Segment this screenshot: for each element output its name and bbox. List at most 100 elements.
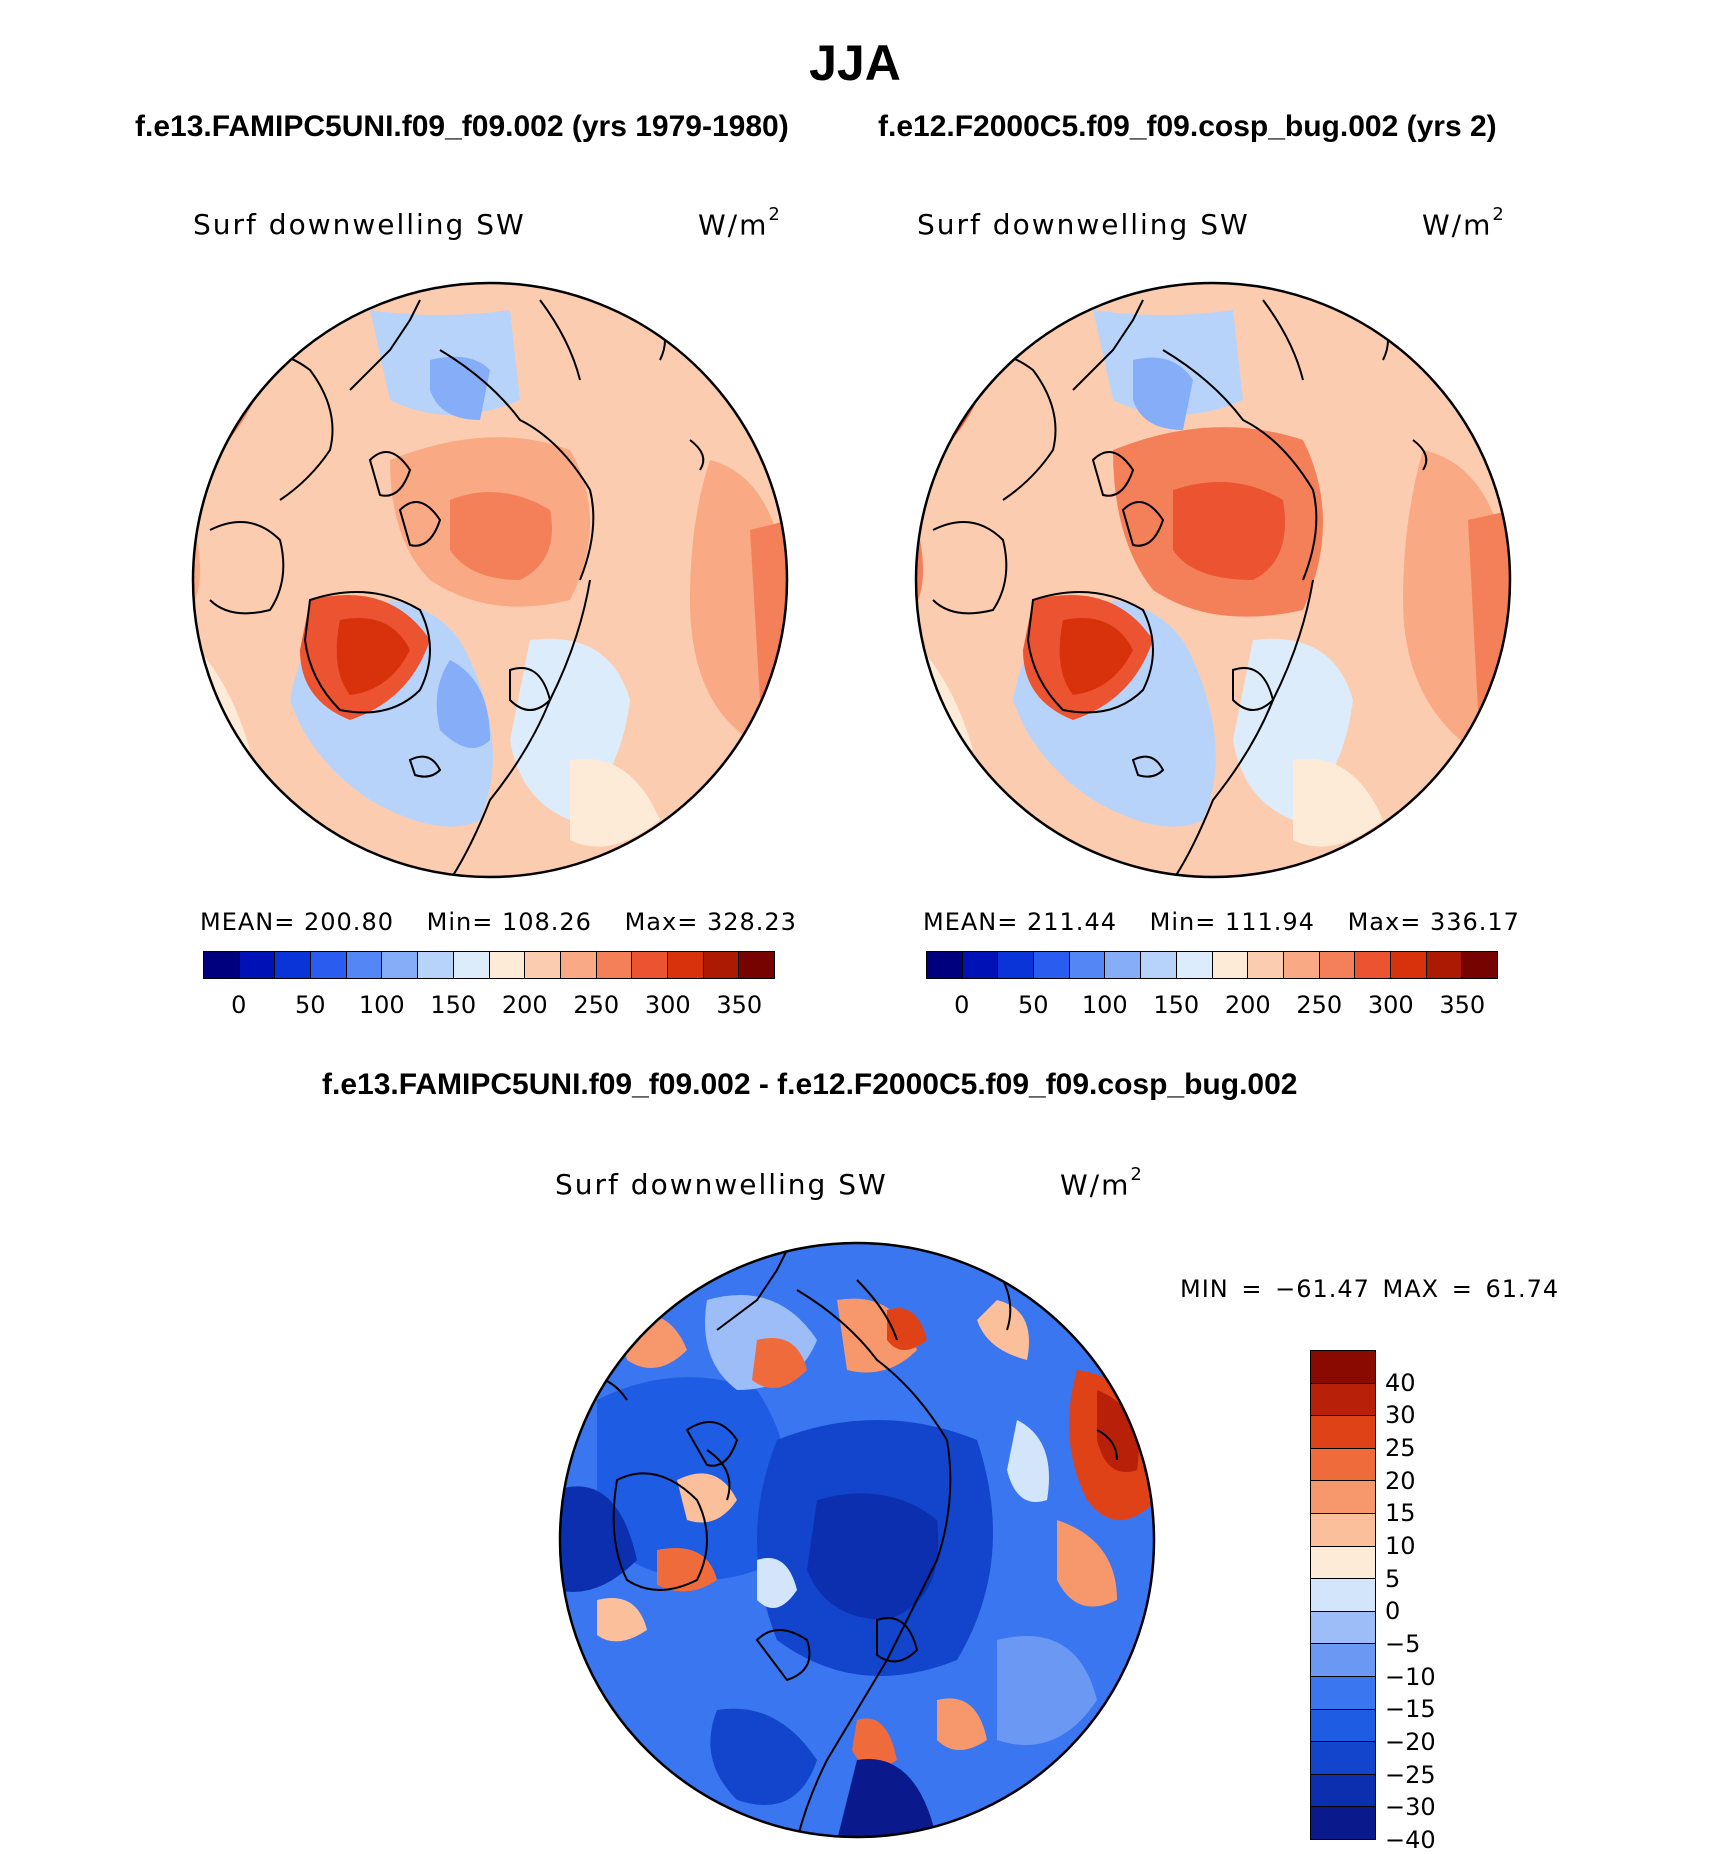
panel2-colorbar-tick-label: 300 (1367, 991, 1414, 1019)
panel3-colorbar-swatch (1311, 1416, 1375, 1449)
panel1-colorbar-swatch (739, 952, 774, 978)
panel3-colorbar-tick-label: −5 (1385, 1630, 1421, 1658)
panel1-colorbar-swatch (453, 952, 490, 978)
panel3-colorbar-tick-label: 30 (1385, 1401, 1416, 1430)
panel2-max: Max= 336.17 (1347, 908, 1520, 936)
panel3-colorbar-tick-label: −25 (1385, 1760, 1436, 1789)
panel3-colorbar (1310, 1350, 1376, 1840)
difference-title: f.e13.FAMIPC5UNI.f09_f09.002 - f.e12.F20… (322, 1068, 1298, 1101)
panel3-colorbar-tick-label: 25 (1385, 1434, 1416, 1462)
panel2-colorbar-tick-label: 350 (1439, 991, 1486, 1019)
panel2-colorbar-tick-label: 50 (1017, 991, 1049, 1019)
panel3-colorbar-tick-label: 0 (1385, 1597, 1401, 1626)
case2-title: f.e12.F2000C5.f09_f09.cosp_bug.002 (yrs … (878, 110, 1497, 143)
panel2-colorbar-tick-label: 150 (1153, 991, 1200, 1019)
panel2-colorbar-tick-label: 250 (1296, 991, 1343, 1019)
panel3-colorbar-tick-label: 10 (1385, 1532, 1416, 1560)
panel1-colorbar-tick-label: 0 (231, 991, 247, 1019)
panel2-colorbar-swatch (1319, 952, 1356, 978)
panel2-stats: MEAN= 211.44 Min= 111.94 Max= 336.17 (923, 908, 1544, 936)
panel2-mean: MEAN= 211.44 (923, 908, 1117, 936)
panel2-colorbar-swatch (998, 952, 1035, 978)
panel2-colorbar-swatch (1462, 952, 1497, 978)
case1-title: f.e13.FAMIPC5UNI.f09_f09.002 (yrs 1979-1… (135, 110, 789, 143)
panel2-colorbar-swatch (927, 952, 963, 978)
panel1-colorbar-swatch (596, 952, 633, 978)
panel2-colorbar-swatch (962, 952, 999, 978)
panel1-map (191, 281, 789, 879)
panel3-colorbar-tick-label: 20 (1385, 1466, 1416, 1495)
panel2-colorbar-swatch (1105, 952, 1142, 978)
panel1-colorbar-tick-label: 300 (644, 991, 691, 1019)
panel3-colorbar-swatch (1311, 1774, 1375, 1808)
panel3-colorbar-swatch (1311, 1579, 1375, 1612)
panel3-colorbar-swatch (1311, 1448, 1375, 1482)
panel1-colorbar (203, 951, 775, 979)
panel3-minmax: MIN = −61.47 MAX = 61.74 (1180, 1275, 1560, 1303)
panel1-colorbar-swatch (382, 952, 419, 978)
panel1-colorbar-tick-label: 150 (430, 991, 477, 1019)
panel2-colorbar-swatch (1390, 952, 1427, 978)
panel2-colorbar-swatch (1212, 952, 1249, 978)
panel3-colorbar-swatch (1311, 1611, 1375, 1645)
panel3-colorbar-swatch (1311, 1807, 1375, 1839)
panel3-colorbar-swatch (1311, 1383, 1375, 1417)
panel1-units: W/m2 (698, 204, 782, 242)
panel3-colorbar-swatch (1311, 1676, 1375, 1710)
panel2-variable-label: Surf downwelling SW (917, 208, 1250, 241)
panel1-mean: MEAN= 200.80 (200, 908, 394, 936)
panel1-colorbar-swatch (418, 952, 454, 978)
panel2-units: W/m2 (1422, 204, 1506, 242)
panel3-colorbar-swatch (1311, 1742, 1375, 1775)
panel3-units: W/m2 (1060, 1164, 1144, 1202)
panel1-colorbar-tick-label: 200 (501, 991, 548, 1019)
panel1-variable-label: Surf downwelling SW (193, 208, 526, 241)
panel3-colorbar-tick-label: 5 (1385, 1564, 1401, 1593)
panel2-colorbar-tick-label: 0 (954, 991, 970, 1019)
panel3-colorbar-tick-label: −40 (1385, 1826, 1436, 1854)
panel1-colorbar-swatch (204, 952, 240, 978)
panel2-min: Min= 111.94 (1149, 908, 1315, 936)
panel2-colorbar-swatch (1355, 952, 1391, 978)
panel3-difference-map (558, 1241, 1156, 1839)
panel1-colorbar-swatch (239, 952, 276, 978)
panel2-colorbar-swatch (1034, 952, 1070, 978)
panel2-colorbar-swatch (1176, 952, 1213, 978)
panel3-colorbar-tick-label: −30 (1385, 1793, 1436, 1822)
panel3-colorbar-tick-label: 15 (1385, 1499, 1416, 1528)
panel1-min: Min= 108.26 (426, 908, 592, 936)
panel1-stats: MEAN= 200.80 Min= 108.26 Max= 328.23 (200, 908, 821, 936)
panel1-max: Max= 328.23 (624, 908, 797, 936)
panel3-colorbar-swatch (1311, 1709, 1375, 1743)
panel2-colorbar-swatch (1248, 952, 1284, 978)
panel3-colorbar-tick-label: 40 (1385, 1368, 1416, 1397)
panel1-colorbar-swatch (275, 952, 312, 978)
panel3-colorbar-swatch (1311, 1644, 1375, 1677)
figure-title: JJA (809, 35, 901, 91)
panel3-colorbar-swatch (1311, 1481, 1375, 1514)
panel1-colorbar-swatch (525, 952, 561, 978)
panel1-colorbar-swatch (703, 952, 740, 978)
panel2-colorbar-swatch (1283, 952, 1320, 978)
panel2-colorbar-swatch (1141, 952, 1177, 978)
panel1-colorbar-swatch (311, 952, 347, 978)
panel1-colorbar-tick-label: 100 (358, 991, 405, 1019)
panel2-map (914, 281, 1512, 879)
panel1-colorbar-swatch (667, 952, 704, 978)
panel3-colorbar-tick-label: −20 (1385, 1728, 1436, 1756)
panel1-colorbar-swatch (346, 952, 383, 978)
panel1-colorbar-swatch (632, 952, 668, 978)
panel2-colorbar-swatch (1069, 952, 1106, 978)
panel3-colorbar-swatch (1311, 1546, 1375, 1580)
panel1-colorbar-tick-label: 50 (294, 991, 326, 1019)
panel3-variable-label: Surf downwelling SW (555, 1168, 888, 1201)
panel1-colorbar-swatch (560, 952, 597, 978)
panel2-colorbar-swatch (1426, 952, 1463, 978)
panel2-colorbar-tick-label: 200 (1224, 991, 1271, 1019)
panel3-colorbar-swatch (1311, 1351, 1375, 1384)
panel3-colorbar-tick-label: −10 (1385, 1662, 1436, 1691)
panel2-colorbar (926, 951, 1498, 979)
panel3-colorbar-tick-label: −15 (1385, 1695, 1436, 1724)
panel1-colorbar-tick-label: 350 (716, 991, 763, 1019)
panel1-colorbar-tick-label: 250 (573, 991, 620, 1019)
